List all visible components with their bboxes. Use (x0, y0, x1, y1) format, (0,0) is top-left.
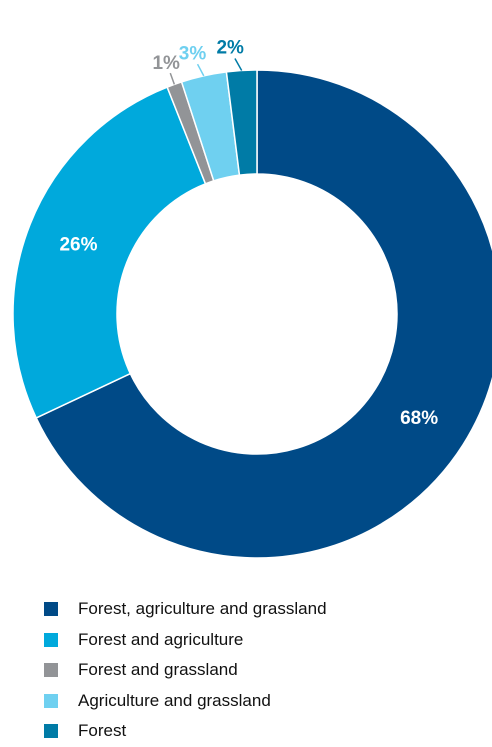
slice-value-label: 3% (179, 43, 207, 64)
legend-item: Forest, agriculture and grassland (44, 594, 327, 625)
legend: Forest, agriculture and grassland Forest … (44, 594, 327, 747)
legend-label: Forest and grassland (78, 660, 238, 680)
legend-swatch (44, 663, 58, 678)
slice-value-label: 1% (152, 53, 180, 74)
legend-item: Agriculture and grassland (44, 686, 327, 717)
slice-forest-agriculture-and-grassland (35, 69, 492, 559)
legend-swatch (44, 724, 58, 739)
legend-label: Forest, agriculture and grassland (78, 599, 327, 619)
slice-value-label: 26% (59, 234, 97, 255)
slices-group (12, 69, 492, 559)
leader-line (196, 63, 205, 77)
slice-labels-group: 68% 26% 1%3% 2% (59, 38, 438, 429)
legend-label: Forest (78, 721, 127, 741)
legend-label: Agriculture and grassland (78, 690, 271, 710)
donut-svg: 68% 26% 1%3% 2% (12, 38, 492, 559)
legend-label: Forest and agriculture (78, 629, 244, 649)
legend-swatch (44, 693, 58, 708)
slice-forest (225, 69, 258, 176)
slice-value-label: 68% (400, 408, 438, 429)
slice-value-label: 2% (216, 38, 244, 59)
donut-chart: 68% 26% 1% 3% 2% (12, 38, 492, 559)
leader-line (234, 58, 243, 71)
legend-item: Forest and agriculture (44, 625, 327, 656)
legend-item: Forest (44, 716, 327, 747)
leader-line (169, 72, 176, 85)
legend-swatch (44, 602, 58, 617)
slice-forest-and-agriculture (12, 86, 207, 419)
legend-swatch (44, 632, 58, 647)
legend-item: Forest and grassland (44, 655, 327, 686)
